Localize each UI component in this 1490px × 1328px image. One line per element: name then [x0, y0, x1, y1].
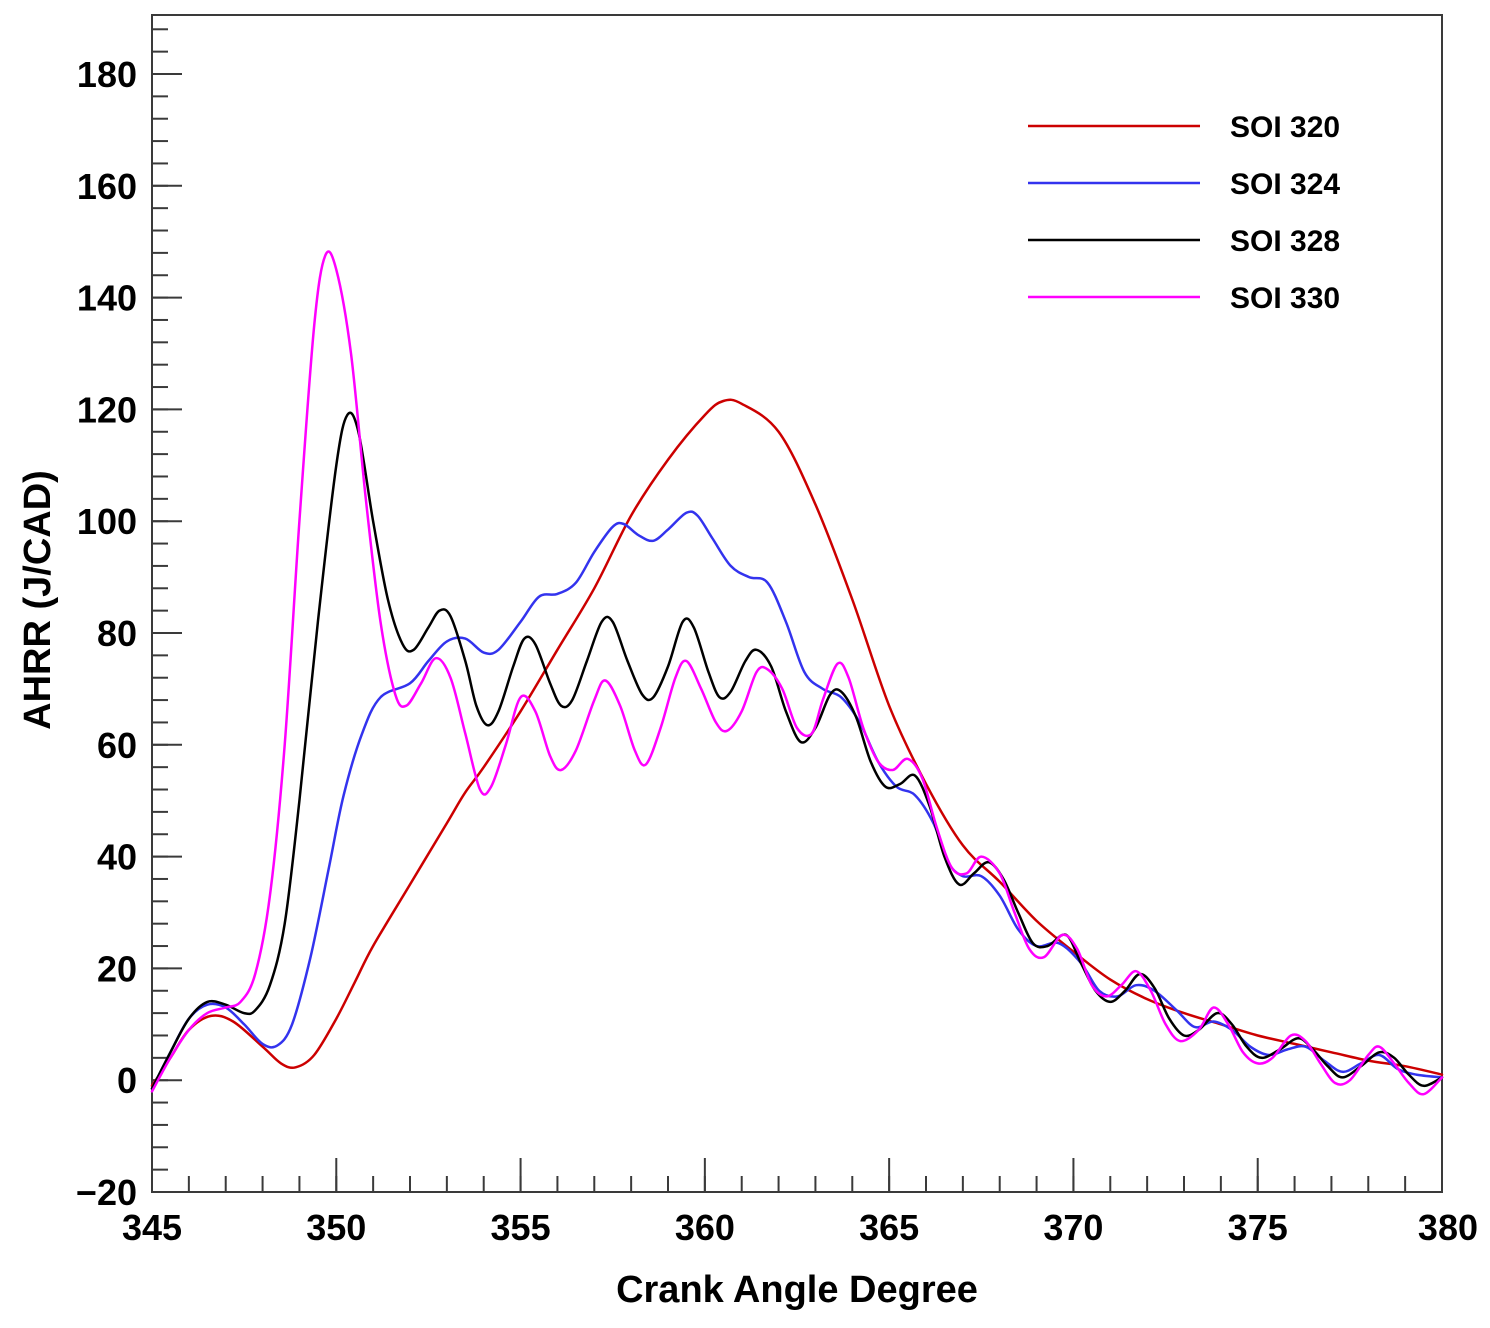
x-tick-labels: 345 350 355 360 365 370 375 380: [122, 1207, 1478, 1248]
legend-label-soi-328: SOI 328: [1230, 225, 1340, 258]
x-tick-label: 370: [1043, 1207, 1103, 1248]
series-line-soi-324: [150, 510, 1444, 1090]
x-tick-label: 360: [675, 1207, 735, 1248]
plot-frame: [151, 14, 1443, 1193]
legend: SOI 320 SOI 324 SOI 328 SOI 330: [1028, 111, 1340, 315]
series-line-soi-330: [150, 250, 1444, 1096]
y-tick-label: 40: [97, 837, 137, 878]
y-tick-label: 140: [77, 278, 137, 319]
y-tick-label: −20: [76, 1172, 137, 1213]
series-lines: [150, 250, 1444, 1096]
y-tick-label: 0: [117, 1060, 137, 1101]
y-tick-label: 20: [97, 948, 137, 989]
y-tick-labels: −20 0 20 40 60 80 100 120 140 160 180: [76, 54, 137, 1213]
minor-ticks: [151, 28, 1443, 1193]
legend-label-soi-320: SOI 320: [1230, 111, 1340, 144]
y-tick-label: 60: [97, 725, 137, 766]
y-tick-label: 160: [77, 166, 137, 207]
x-tick-label: 380: [1418, 1207, 1478, 1248]
x-tick-label: 375: [1228, 1207, 1288, 1248]
series-line-soi-328: [150, 411, 1444, 1090]
x-tick-label: 345: [122, 1207, 182, 1248]
x-tick-label: 355: [491, 1207, 551, 1248]
y-tick-label: 180: [77, 54, 137, 95]
legend-label-soi-330: SOI 330: [1230, 282, 1340, 315]
y-axis-title: AHRR (J/CAD): [17, 470, 59, 730]
x-axis-title: Crank Angle Degree: [616, 1269, 978, 1311]
y-tick-label: 120: [77, 389, 137, 430]
series-line-soi-320: [150, 398, 1444, 1088]
legend-label-soi-324: SOI 324: [1230, 168, 1340, 201]
x-tick-label: 365: [859, 1207, 919, 1248]
y-tick-label: 80: [97, 613, 137, 654]
x-tick-label: 350: [306, 1207, 366, 1248]
y-tick-label: 100: [77, 501, 137, 542]
